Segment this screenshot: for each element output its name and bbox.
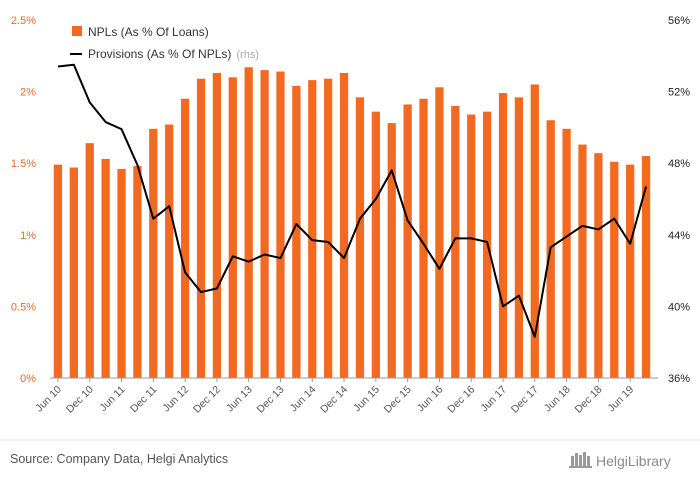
npl-bar — [53, 164, 63, 378]
npl-bar — [387, 123, 396, 378]
x-tick-label: Jun 14 — [288, 384, 319, 415]
npl-bar — [594, 153, 603, 378]
npl-bar — [641, 156, 651, 378]
bars-group — [53, 67, 651, 379]
npl-bar — [339, 72, 349, 378]
x-tick-label: Dec 17 — [509, 384, 541, 416]
y-right-tick-label: 52% — [668, 87, 690, 99]
npl-bar — [371, 111, 380, 379]
npl-bar — [562, 128, 571, 378]
x-tick-label: Jun 12 — [160, 384, 191, 415]
npl-bar — [196, 78, 206, 379]
y-axis-right: 36% 40% 44% 48% 52% 56% — [668, 15, 690, 385]
npl-bar — [149, 128, 158, 378]
x-tick-label: Jun 18 — [542, 384, 573, 415]
npl-bar — [530, 84, 539, 378]
x-tick-label: Dec 12 — [191, 384, 223, 416]
npl-bar — [435, 87, 444, 379]
line-group — [57, 63, 648, 338]
x-tick-label: Dec 14 — [318, 384, 350, 416]
y-right-tick-label: 44% — [668, 230, 690, 242]
legend-swatch-npls — [72, 26, 82, 36]
npl-bar — [308, 80, 317, 378]
x-tick-label: Jun 17 — [478, 384, 509, 415]
npl-bar — [212, 72, 222, 378]
x-tick-label: Jun 19 — [606, 384, 637, 415]
y-right-tick-label: 48% — [668, 158, 690, 170]
brand-name: HelgiLibrary — [596, 453, 671, 469]
legend-label-provisions: Provisions (As % Of NPLs) — [88, 47, 231, 61]
y-right-tick-label: 56% — [668, 15, 690, 27]
brand-logo: HelgiLibrary — [569, 452, 671, 469]
y-left-tick-label: 2.5% — [11, 15, 36, 27]
npl-bar — [467, 114, 476, 378]
x-tick-label: Dec 11 — [128, 384, 160, 416]
npl-bar — [292, 85, 301, 379]
npl-bar — [355, 97, 365, 378]
npl-bar — [244, 67, 253, 378]
y-left-tick-label: 1.5% — [11, 158, 36, 170]
x-tick-label: Dec 13 — [255, 384, 287, 416]
y-axis-left: 0% 0.5% 1% 1.5% 2% 2.5% — [11, 15, 36, 385]
npl-bar — [85, 143, 94, 378]
x-tick-label: Dec 10 — [64, 384, 96, 416]
npl-bar — [117, 168, 126, 378]
npl-bar — [626, 164, 635, 378]
npl-bar — [69, 167, 78, 378]
legend-rhs-tag: (rhs) — [236, 49, 259, 61]
npl-bar — [276, 71, 285, 379]
x-tick-label: Dec 18 — [572, 384, 604, 416]
npl-bar — [578, 144, 587, 378]
x-tick-label: Jun 15 — [351, 384, 382, 415]
npl-bar — [180, 98, 190, 378]
npl-bar — [324, 78, 333, 379]
y-left-tick-label: 0.5% — [11, 301, 36, 313]
x-tick-label: Dec 15 — [382, 384, 414, 416]
legend: NPLs (As % Of Loans) Provisions (As % Of… — [70, 25, 259, 61]
source-text: Source: Company Data, Helgi Analytics — [10, 452, 228, 466]
y-left-tick-label: 1% — [20, 230, 36, 242]
npl-bar — [419, 98, 428, 378]
provisions-line — [57, 63, 648, 338]
y-right-tick-label: 36% — [668, 373, 690, 385]
npl-bar — [498, 93, 508, 378]
x-tick-label: Jun 10 — [33, 384, 64, 415]
npl-bar — [101, 158, 110, 378]
y-right-tick-label: 40% — [668, 301, 690, 313]
x-tick-label: Dec 16 — [445, 384, 477, 416]
y-left-tick-label: 2% — [20, 87, 36, 99]
x-axis: Jun 10 Dec 10 Jun 11 Dec 11 Jun 12 Dec 12 Jun … — [33, 377, 658, 416]
npl-bar — [133, 166, 142, 378]
npl-bar — [610, 161, 619, 378]
x-tick-label: Jun 13 — [224, 384, 255, 415]
npl-bar — [165, 124, 174, 378]
legend-label-npls: NPLs (As % Of Loans) — [88, 25, 209, 39]
npl-bar — [228, 77, 237, 378]
npl-bar — [451, 105, 460, 379]
npl-bar — [403, 104, 412, 379]
y-left-tick-label: 0% — [20, 373, 36, 385]
x-tick-label: Jun 16 — [415, 384, 446, 415]
npl-bar — [260, 70, 269, 379]
library-icon — [569, 452, 592, 468]
x-tick-label: Jun 11 — [97, 384, 127, 414]
npl-bar — [514, 97, 524, 378]
